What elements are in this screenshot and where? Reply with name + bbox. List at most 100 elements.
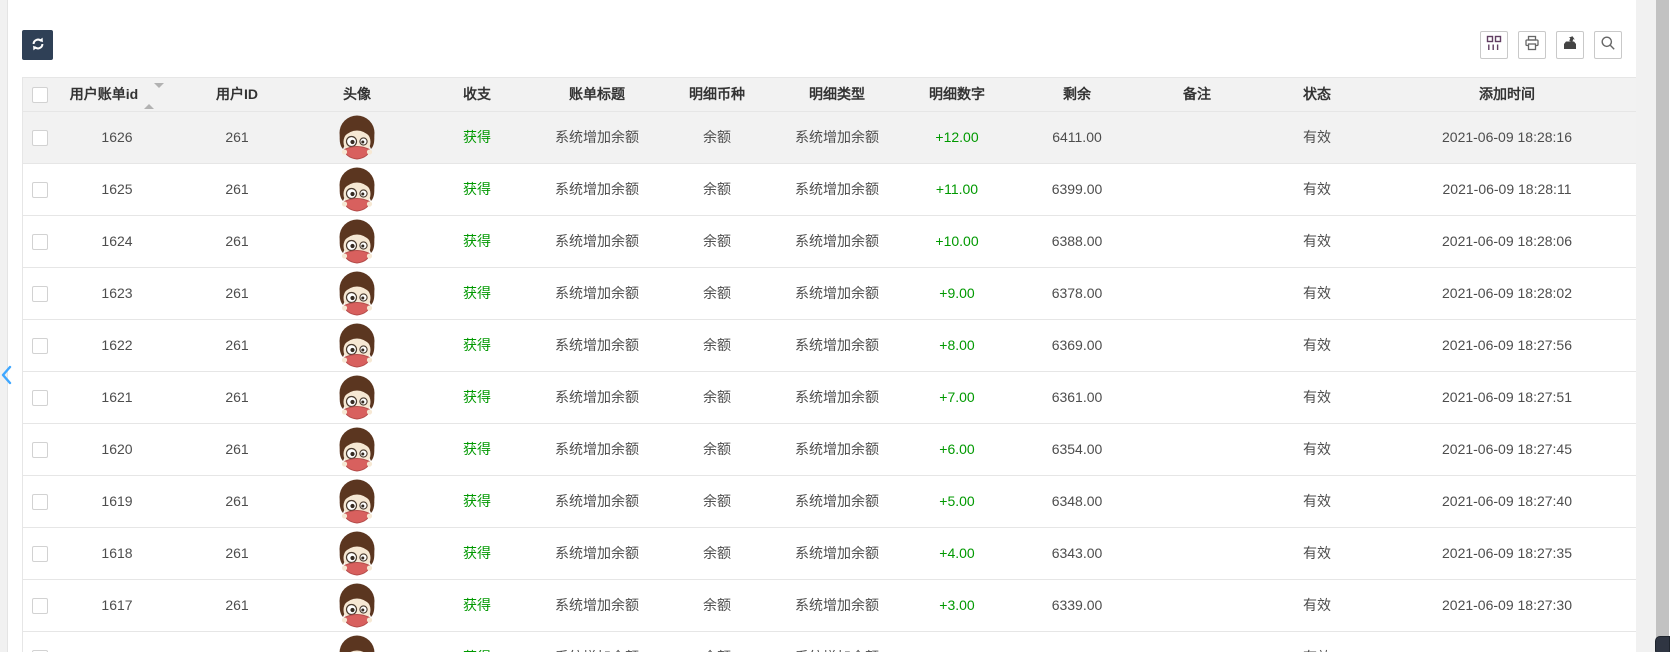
cell-balance: 6354.00 (1017, 423, 1137, 476)
avatar[interactable] (335, 218, 379, 264)
cell-inout: 获得 (417, 475, 537, 528)
header-user-id: 用户ID (177, 78, 297, 112)
avatar[interactable] (335, 270, 379, 316)
cell-time: 2021-06-09 18:27:40 (1377, 475, 1637, 528)
cell-balance: 6378.00 (1017, 267, 1137, 320)
cell-type: 系统增加余额 (777, 631, 897, 652)
cell-status: 有效 (1257, 631, 1377, 652)
row-checkbox[interactable] (32, 649, 48, 652)
scrollbar-track[interactable] (1636, 0, 1656, 652)
cell-user-id: 261 (177, 371, 297, 424)
avatar[interactable] (335, 114, 379, 160)
cell-status: 有效 (1257, 371, 1377, 424)
cell-currency: 余额 (657, 475, 777, 528)
refresh-icon (30, 36, 46, 55)
cell-user-id: 261 (177, 215, 297, 268)
table-row: 1624 261 (23, 215, 1637, 268)
cell-currency: 余额 (657, 527, 777, 580)
cell-inout: 获得 (417, 163, 537, 216)
header-currency: 明细币种 (657, 78, 777, 112)
row-checkbox[interactable] (32, 129, 48, 146)
cell-user-id: 261 (177, 111, 297, 164)
cell-select (23, 527, 57, 580)
cell-select (23, 111, 57, 164)
back-to-top-button[interactable] (1655, 636, 1670, 652)
header-time: 添加时间 (1377, 78, 1637, 112)
cell-user-id: 261 (177, 527, 297, 580)
row-checkbox[interactable] (32, 181, 48, 198)
export-button[interactable] (1556, 31, 1584, 59)
select-all-checkbox[interactable] (32, 86, 48, 103)
cell-select (23, 371, 57, 424)
cell-currency: 余额 (657, 423, 777, 476)
header-type: 明细类型 (777, 78, 897, 112)
row-checkbox[interactable] (32, 285, 48, 302)
cell-avatar (297, 319, 417, 372)
cell-title: 系统增加余额 (537, 215, 657, 268)
cell-status: 有效 (1257, 111, 1377, 164)
cell-select (23, 631, 57, 652)
row-checkbox[interactable] (32, 545, 48, 562)
cell-bill-id: 1622 (57, 319, 177, 372)
cell-bill-id: 1621 (57, 371, 177, 424)
cell-status: 有效 (1257, 579, 1377, 632)
billing-table: 用户账单id 用户ID 头像 收支 账单标题 明细币种 明细类型 明细数字 剩余… (22, 77, 1637, 652)
cell-select (23, 475, 57, 528)
row-checkbox[interactable] (32, 441, 48, 458)
cell-remark (1137, 475, 1257, 528)
header-amount: 明细数字 (897, 78, 1017, 112)
avatar[interactable] (335, 166, 379, 212)
avatar[interactable] (335, 374, 379, 420)
cell-title: 系统增加余额 (537, 579, 657, 632)
cell-type: 系统增加余额 (777, 579, 897, 632)
header-bill-id-label: 用户账单id (69, 86, 139, 103)
cell-title: 系统增加余额 (537, 319, 657, 372)
cell-amount: +7.00 (897, 371, 1017, 424)
row-checkbox[interactable] (32, 597, 48, 614)
cell-bill-id: 1620 (57, 423, 177, 476)
cell-user-id: 261 (177, 631, 297, 652)
avatar[interactable] (335, 582, 379, 628)
search-icon (1600, 35, 1616, 56)
cell-bill-id: 1617 (57, 579, 177, 632)
cell-user-id: 261 (177, 475, 297, 528)
cell-time: 2021-06-09 18:28:11 (1377, 163, 1637, 216)
filter-columns-button[interactable] (1480, 31, 1508, 59)
row-checkbox[interactable] (32, 493, 48, 510)
row-checkbox[interactable] (32, 233, 48, 250)
export-icon (1562, 35, 1578, 56)
row-checkbox[interactable] (32, 389, 48, 406)
row-checkbox[interactable] (32, 337, 48, 354)
avatar[interactable] (335, 634, 379, 652)
cell-remark (1137, 267, 1257, 320)
cell-title: 系统增加余额 (537, 111, 657, 164)
cell-avatar (297, 527, 417, 580)
cell-currency: 余额 (657, 631, 777, 652)
table-row: 1618 261 (23, 527, 1637, 580)
cell-avatar (297, 215, 417, 268)
cell-currency: 余额 (657, 371, 777, 424)
cell-select (23, 319, 57, 372)
avatar[interactable] (335, 322, 379, 368)
sort-icon[interactable] (144, 82, 165, 109)
cell-amount: +12.00 (897, 111, 1017, 164)
cell-title: 系统增加余额 (537, 631, 657, 652)
header-avatar: 头像 (297, 78, 417, 112)
cell-remark (1137, 319, 1257, 372)
cell-inout: 获得 (417, 267, 537, 320)
print-button[interactable] (1518, 31, 1546, 59)
collapse-panel-button[interactable] (0, 364, 14, 386)
cell-inout: 获得 (417, 371, 537, 424)
scrollbar-thumb[interactable] (1656, 0, 1669, 652)
cell-title: 系统增加余额 (537, 475, 657, 528)
cell-title: 系统增加余额 (537, 423, 657, 476)
avatar[interactable] (335, 530, 379, 576)
avatar[interactable] (335, 478, 379, 524)
search-button[interactable] (1594, 31, 1622, 59)
cell-amount: +6.00 (897, 423, 1017, 476)
cell-balance: 6336.00 (1017, 631, 1137, 652)
cell-currency: 余额 (657, 111, 777, 164)
avatar[interactable] (335, 426, 379, 472)
refresh-button[interactable] (22, 30, 53, 60)
